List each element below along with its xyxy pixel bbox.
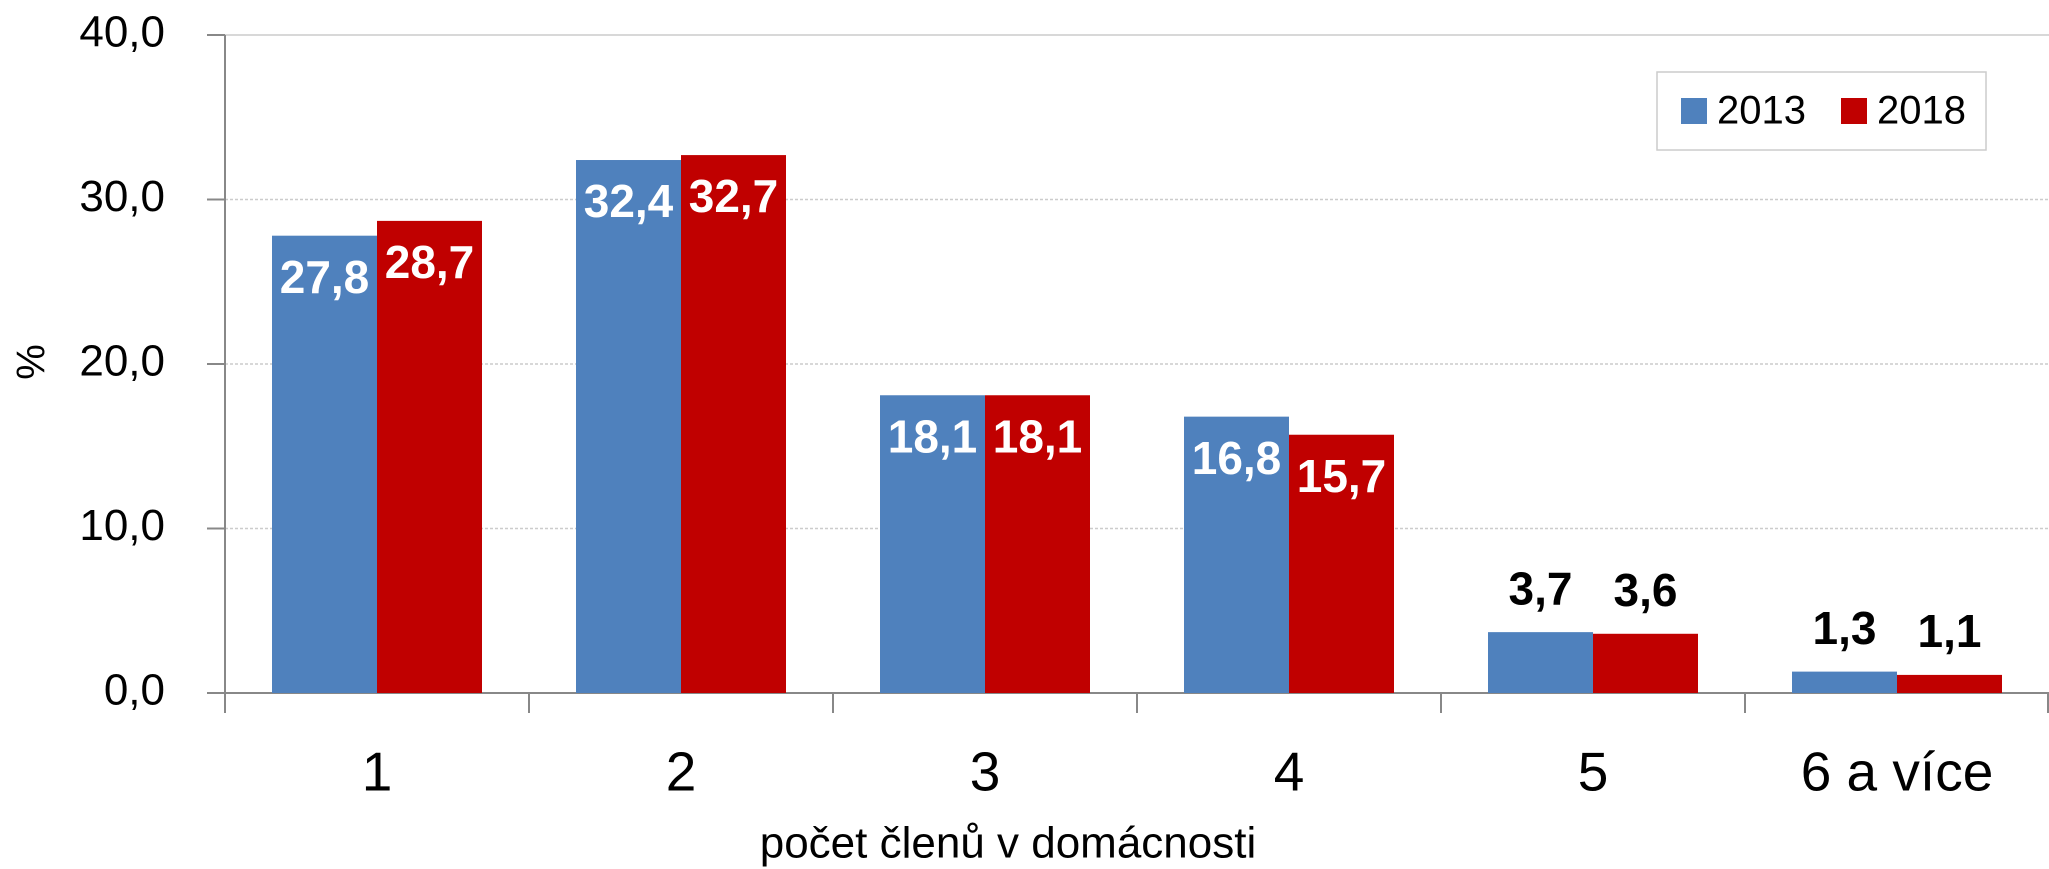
bar [985,395,1090,693]
bar [1593,633,1698,693]
data-label: 3,6 [1614,564,1678,616]
x-tick-label: 6 a více [1801,741,1994,803]
data-label: 1,1 [1918,605,1982,657]
x-tick-label: 5 [1578,741,1609,803]
data-label: 32,7 [689,170,779,222]
bar [1897,674,2002,693]
data-label: 27,8 [280,251,370,303]
data-label: 15,7 [1297,450,1387,502]
y-tick-label: 30,0 [79,172,165,221]
y-tick-label: 0,0 [104,666,165,715]
data-label: 3,7 [1509,562,1573,614]
x-tick-label: 4 [1274,741,1305,803]
legend-label: 2018 [1877,89,1966,133]
data-label: 18,1 [888,410,978,462]
bar [576,160,681,693]
bar [1792,671,1897,693]
bar [377,220,482,693]
x-tick-label: 3 [970,741,1001,803]
data-label: 32,4 [584,175,674,227]
y-tick-label: 10,0 [79,501,165,550]
x-tick-label: 2 [666,741,697,803]
data-label: 18,1 [993,410,1083,462]
bar [272,235,377,693]
bar [880,395,985,693]
data-label: 28,7 [385,236,475,288]
x-axis-title: počet členů v domácnosti [760,819,1257,868]
legend-box [1656,71,1987,151]
legend-swatch [1841,98,1867,124]
bar [681,155,786,693]
bar [1184,416,1289,693]
legend-label: 2013 [1717,89,1806,133]
bar [1289,434,1394,693]
legend-swatch [1681,98,1707,124]
data-label: 1,3 [1813,602,1877,654]
y-axis-title: % [10,344,54,380]
bar [1488,632,1593,693]
y-tick-label: 20,0 [79,337,165,386]
x-tick-label: 1 [362,741,393,803]
data-label: 16,8 [1192,432,1282,484]
y-tick-label: 40,0 [79,8,165,57]
